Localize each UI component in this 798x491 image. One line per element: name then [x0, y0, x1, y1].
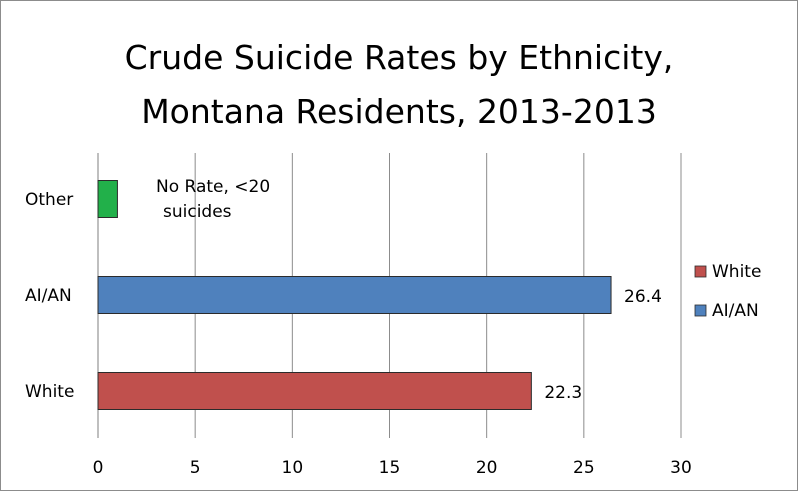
x-tick-labels: 0 5 10 15 20 25 30	[93, 458, 692, 478]
bars	[97, 180, 612, 410]
x-tick-label: 10	[282, 458, 304, 478]
bar-white	[97, 372, 532, 410]
x-tick-label: 25	[573, 458, 595, 478]
legend-swatch	[694, 265, 707, 278]
category-label: White	[25, 382, 74, 402]
bar-ai-an	[97, 276, 612, 314]
x-tick-label: 15	[379, 458, 401, 478]
category-label: AI/AN	[25, 286, 72, 306]
x-tick-label: 5	[190, 458, 201, 478]
chart-title-line-2: Montana Residents, 2013-2013	[141, 92, 657, 131]
data-labels: 26.4 22.3	[544, 287, 662, 403]
legend-label: AI/AN	[712, 301, 759, 321]
category-label: Other	[25, 190, 73, 210]
annotation-line-1: No Rate, <20	[156, 177, 270, 197]
x-tick-label: 0	[93, 458, 104, 478]
chart-title-line-1: Crude Suicide Rates by Ethnicity,	[125, 38, 674, 77]
legend-label: White	[712, 262, 761, 282]
category-labels: Other AI/AN White	[25, 190, 74, 402]
bar-other	[97, 180, 118, 218]
x-tick-label: 30	[670, 458, 692, 478]
x-tick-label: 20	[476, 458, 498, 478]
legend: White AI/AN	[694, 262, 761, 321]
legend-swatch	[694, 304, 707, 317]
annotation-line-2: suicides	[163, 202, 232, 222]
data-label: 26.4	[624, 287, 662, 307]
data-label: 22.3	[544, 383, 582, 403]
